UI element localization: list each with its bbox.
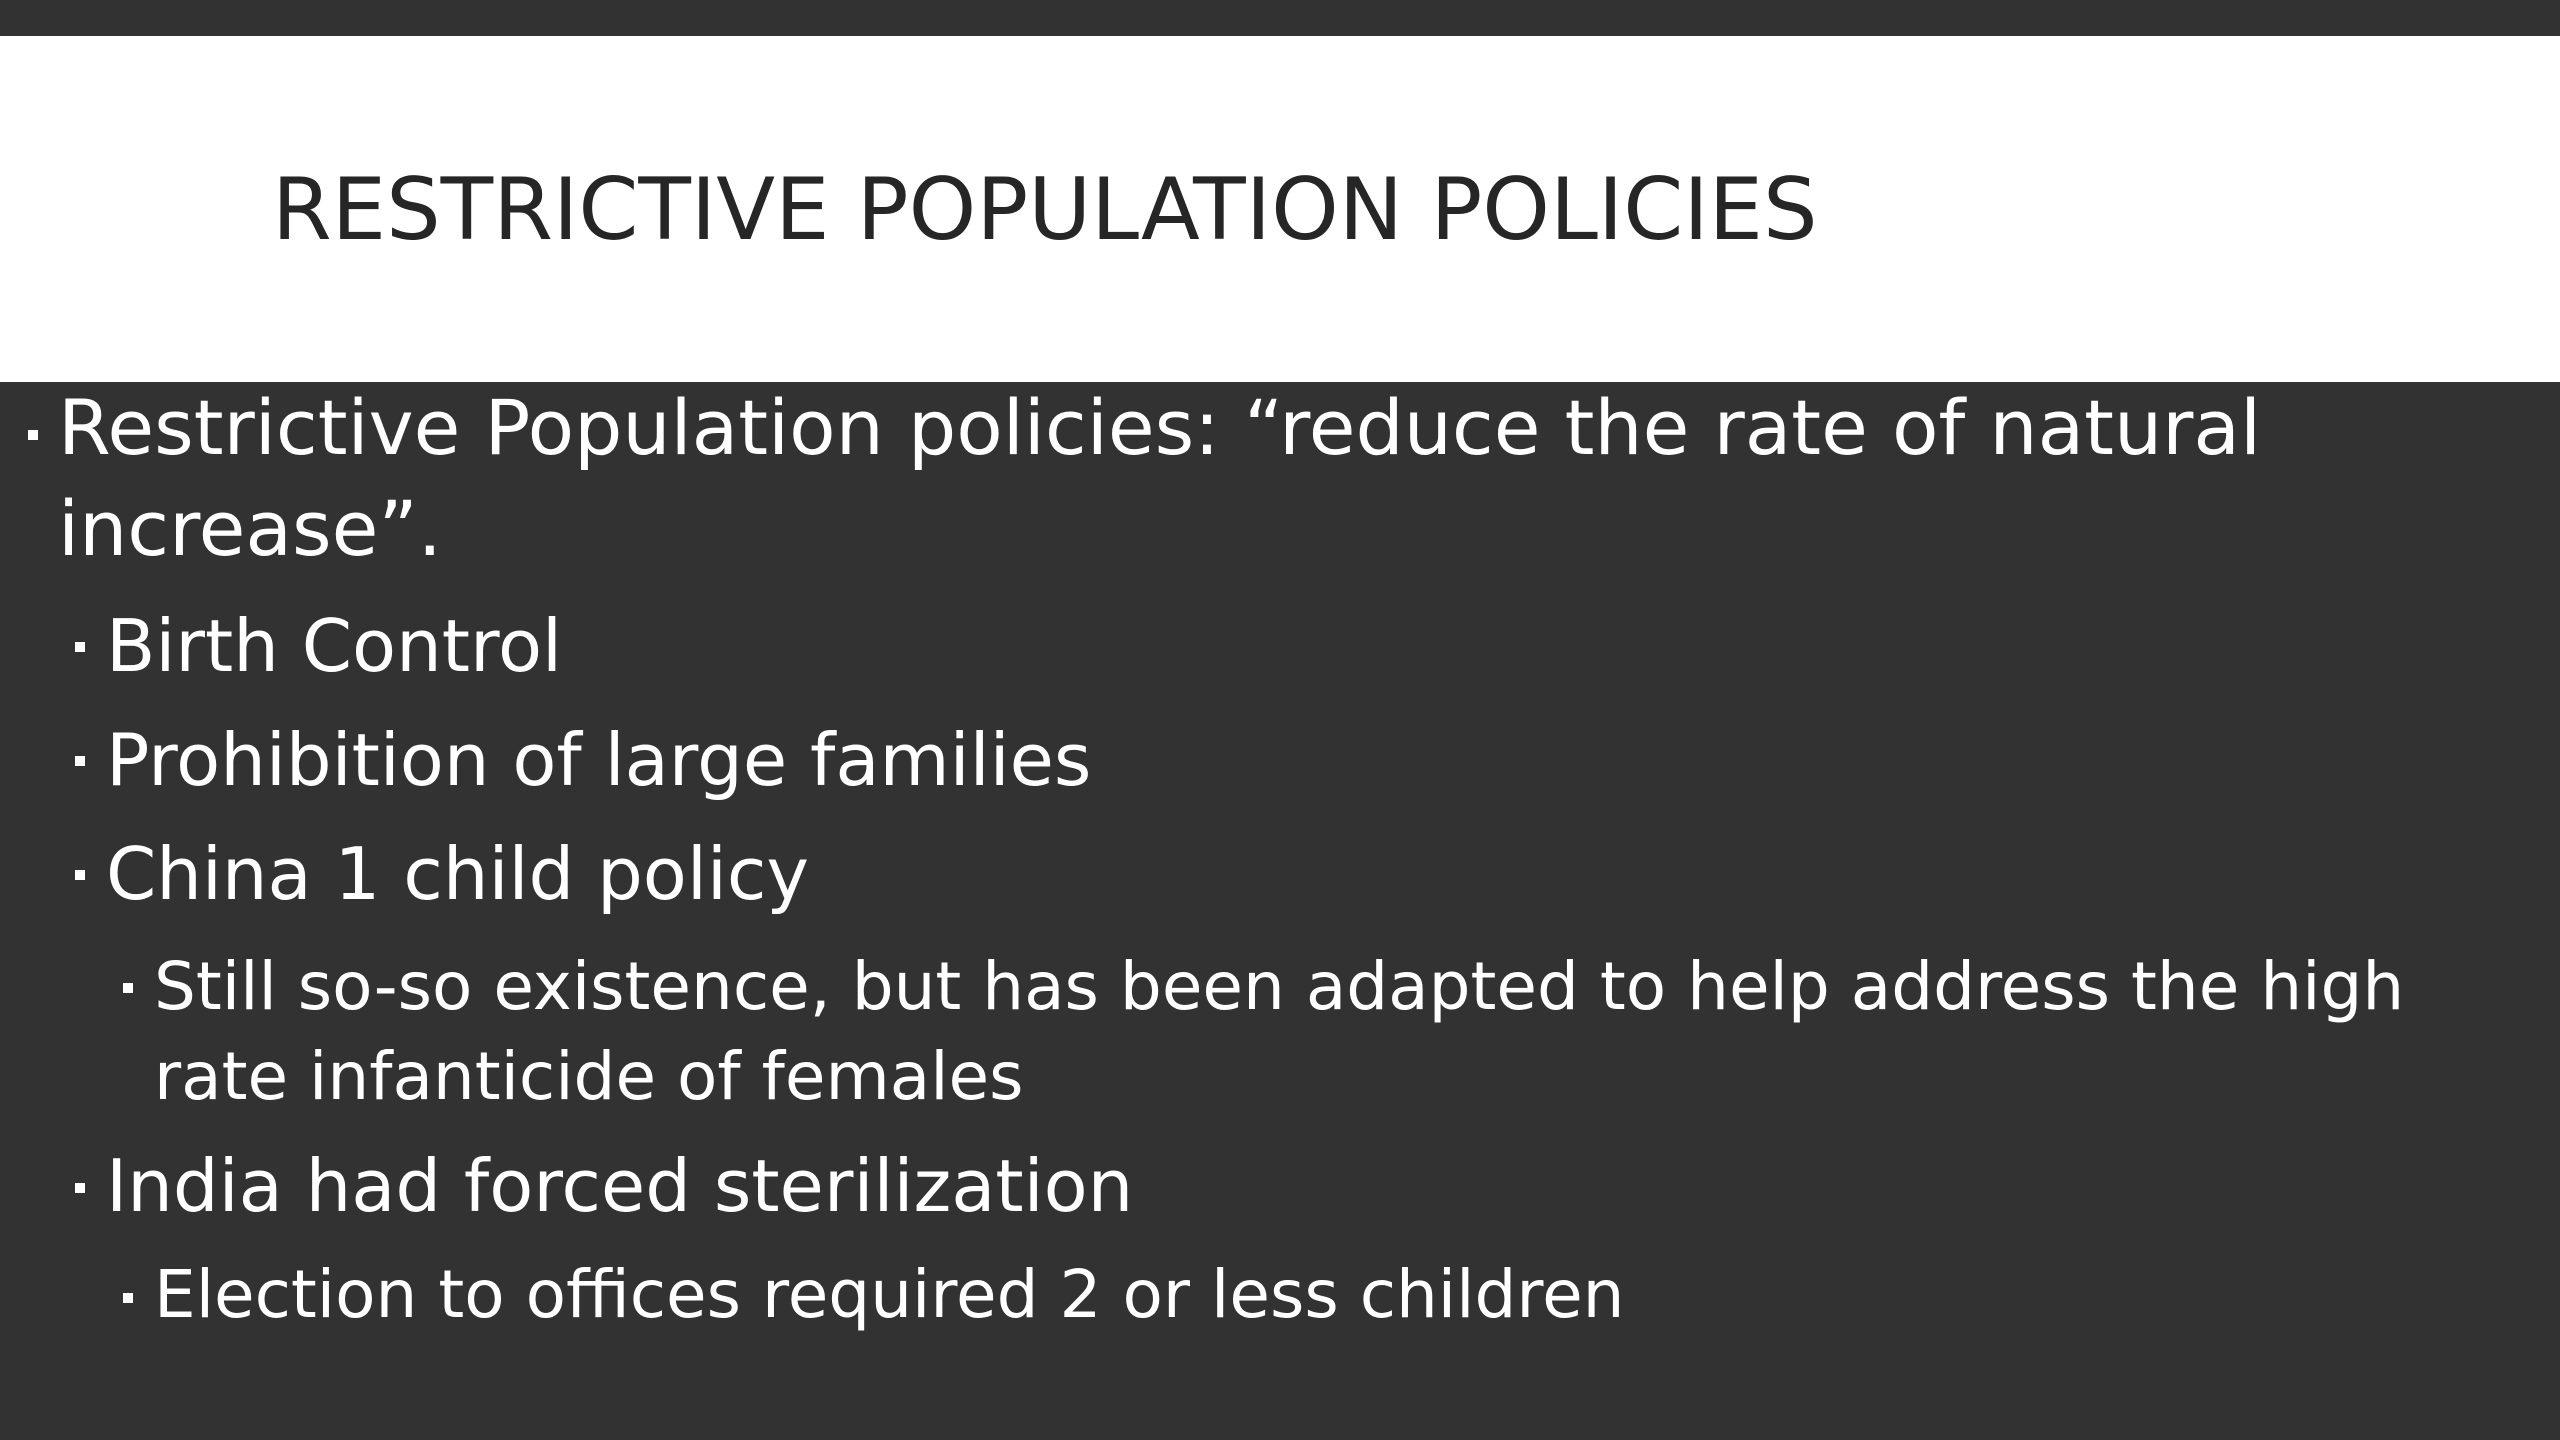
bullet-line: Birth Control — [106, 604, 563, 688]
bullet-marker — [75, 1183, 85, 1193]
bullet-line: China 1 child policy — [106, 832, 810, 916]
bullet-line: increase”. — [58, 484, 442, 573]
bullet-marker — [123, 1293, 133, 1303]
bullet-marker — [28, 430, 38, 440]
bullet-line: India had forced sterilization — [106, 1144, 1134, 1228]
slide-title: RESTRICTIVE POPULATION POLICIES — [272, 160, 1818, 260]
bullet-marker — [123, 983, 133, 993]
bullet-line: Prohibition of large families — [106, 718, 1092, 802]
title-band — [0, 36, 2560, 382]
bullet-line: rate infanticide of females — [154, 1038, 1024, 1115]
bullet-marker — [75, 870, 85, 880]
bullet-marker — [75, 642, 85, 652]
bullet-marker — [75, 756, 85, 766]
bullet-line: Election to offices required 2 or less c… — [154, 1256, 1625, 1333]
bullet-line: Restrictive Population policies: “reduce… — [58, 383, 2262, 472]
bullet-line: Still so-so existence, but has been adap… — [154, 948, 2405, 1025]
